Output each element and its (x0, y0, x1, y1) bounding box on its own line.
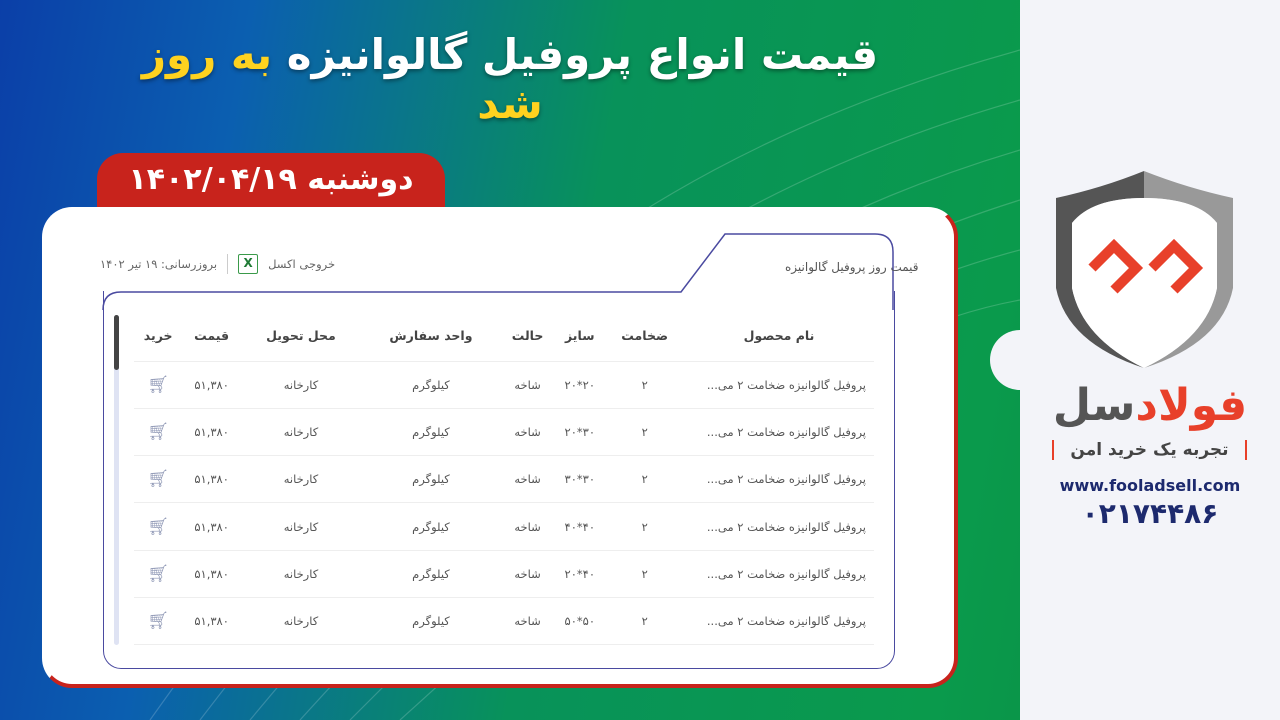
buy-cell[interactable]: 🛒︎ (134, 502, 183, 551)
cell-delivery: کارخانه (240, 361, 361, 409)
table-row: پروفیل گالوانیزه ضخامت ۲ می... ۲ ۴۰*۴۰ شاخه… (134, 502, 874, 551)
table-row: پروفیل گالوانیزه ضخامت ۲ می... ۲ ۵۰*۵۰ شاخه… (134, 597, 874, 646)
cell-delivery: کارخانه (240, 550, 361, 598)
cell-state: شاخه (500, 361, 555, 409)
cell-name: پروفیل گالوانیزه ضخامت ۲ می... (684, 597, 874, 646)
cell-unit: کیلوگرم (360, 455, 501, 504)
cart-icon[interactable]: 🛒︎ (147, 374, 169, 395)
cart-icon[interactable]: 🛒︎ (147, 611, 169, 632)
price-table: نام محصول ضخامت سایز حالت واحد سفارش محل… (134, 311, 874, 646)
cart-icon[interactable]: 🛒︎ (147, 469, 169, 490)
buy-cell[interactable]: 🛒︎ (134, 550, 183, 598)
table-container: نام محصول ضخامت سایز حالت واحد سفارش محل… (103, 291, 895, 669)
header-size: سایز (554, 311, 606, 362)
cell-name: پروفیل گالوانیزه ضخامت ۲ می... (684, 455, 874, 504)
tab-title: قیمت روز پروفیل گالوانیزه (785, 260, 919, 274)
cell-price: ۵۱,۳۸۰ (182, 455, 241, 504)
cell-price: ۵۱,۳۸۰ (182, 408, 241, 457)
buy-cell[interactable]: 🛒︎ (134, 597, 183, 646)
cell-unit: کیلوگرم (360, 502, 501, 551)
cell-price: ۵۱,۳۸۰ (182, 597, 241, 646)
header-price: قیمت (182, 311, 241, 362)
cell-unit: کیلوگرم (360, 361, 501, 409)
cell-unit: کیلوگرم (360, 597, 501, 646)
cell-size: ۴۰*۲۰ (554, 550, 606, 598)
panel-notch (990, 330, 1050, 390)
toolbar: بروزرسانی: ۱۹ تیر ۱۴۰۲ X خروجی اکسل (100, 254, 335, 274)
cell-delivery: کارخانه (240, 502, 361, 551)
cell-unit: کیلوگرم (360, 550, 501, 598)
table-row: پروفیل گالوانیزه ضخامت ۲ می... ۲ ۲۰*۲۰ شاخه… (134, 361, 874, 409)
buy-cell[interactable]: 🛒︎ (134, 408, 183, 457)
cart-icon[interactable]: 🛒︎ (147, 563, 169, 584)
cell-size: ۴۰*۴۰ (554, 502, 606, 551)
header-buy: خرید (134, 311, 183, 362)
header-thickness: ضخامت (605, 311, 684, 362)
cell-delivery: کارخانه (240, 455, 361, 504)
cell-delivery: کارخانه (240, 597, 361, 646)
cell-price: ۵۱,۳۸۰ (182, 361, 241, 409)
cell-size: ۵۰*۵۰ (554, 597, 606, 646)
page-title: قیمت انواع پروفیل گالوانیزه به روز شد (141, 30, 879, 128)
table-row: پروفیل گالوانیزه ضخامت ۲ می... ۲ ۳۰*۳۰ شاخه… (134, 455, 874, 504)
brand-name: فولادسل (1052, 380, 1248, 431)
header-delivery: محل تحویل (240, 311, 361, 362)
cell-size: ۳۰*۳۰ (554, 455, 606, 504)
price-card: قیمت روز پروفیل گالوانیزه بروزرسانی: ۱۹ … (42, 207, 958, 688)
cell-state: شاخه (500, 455, 555, 504)
cell-name: پروفیل گالوانیزه ضخامت ۲ می... (684, 408, 874, 457)
cell-thickness: ۲ (605, 502, 684, 551)
title-highlight: به روز شد (141, 30, 543, 128)
cell-thickness: ۲ (605, 361, 684, 409)
cell-price: ۵۱,۳۸۰ (182, 550, 241, 598)
cell-unit: کیلوگرم (360, 408, 501, 457)
cell-price: ۵۱,۳۸۰ (182, 502, 241, 551)
header-state: حالت (500, 311, 555, 362)
header-unit: واحد سفارش (360, 311, 501, 362)
cell-size: ۳۰*۲۰ (554, 408, 606, 457)
cell-thickness: ۲ (605, 597, 684, 646)
cell-name: پروفیل گالوانیزه ضخامت ۲ می... (684, 502, 874, 551)
phone-number: ۰۲۱۷۴۴۸۶ (1081, 497, 1219, 530)
cell-size: ۲۰*۲۰ (554, 361, 606, 409)
website-link[interactable]: www.fooladsell.com (1059, 476, 1241, 495)
cell-thickness: ۲ (605, 408, 684, 457)
buy-cell[interactable]: 🛒︎ (134, 455, 183, 504)
cell-delivery: کارخانه (240, 408, 361, 457)
scrollbar[interactable] (114, 315, 119, 645)
cell-state: شاخه (500, 502, 555, 551)
buy-cell[interactable]: 🛒︎ (134, 361, 183, 409)
cell-name: پروفیل گالوانیزه ضخامت ۲ می... (684, 361, 874, 409)
date-badge: دوشنبه ۱۴۰۲/۰۴/۱۹ (97, 153, 445, 207)
cell-state: شاخه (500, 597, 555, 646)
shield-logo-icon (1056, 171, 1233, 368)
brand-slogan: تجربه یک خرید امن (1052, 440, 1247, 460)
cell-thickness: ۲ (605, 455, 684, 504)
excel-icon[interactable]: X (238, 254, 259, 274)
header-name: نام محصول (684, 311, 874, 362)
cell-thickness: ۲ (605, 550, 684, 598)
scrollbar-thumb[interactable] (114, 315, 119, 370)
table-row: پروفیل گالوانیزه ضخامت ۲ می... ۲ ۴۰*۲۰ شاخه… (134, 550, 874, 598)
cell-name: پروفیل گالوانیزه ضخامت ۲ می... (684, 550, 874, 598)
cell-state: شاخه (500, 408, 555, 457)
excel-export-button[interactable]: خروجی اکسل (268, 257, 336, 271)
cart-icon[interactable]: 🛒︎ (147, 516, 169, 537)
table-row: پروفیل گالوانیزه ضخامت ۲ می... ۲ ۳۰*۲۰ شاخه… (134, 408, 874, 457)
divider (227, 254, 229, 274)
updated-text: بروزرسانی: ۱۹ تیر ۱۴۰۲ (100, 257, 218, 271)
cell-state: شاخه (500, 550, 555, 598)
cart-icon[interactable]: 🛒︎ (147, 421, 169, 442)
